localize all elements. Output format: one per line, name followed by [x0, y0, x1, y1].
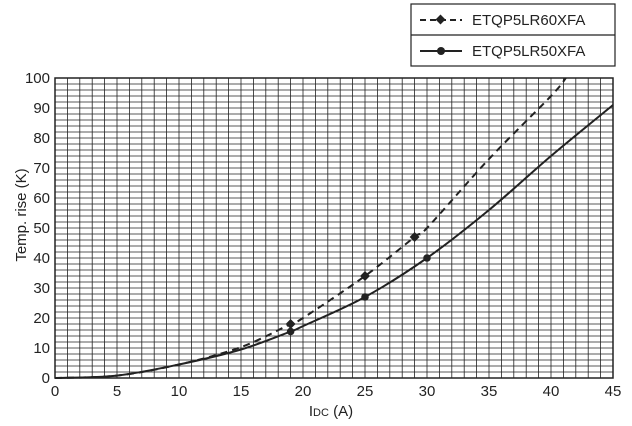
y-tick-label: 60	[33, 190, 50, 207]
y-tick-label: 90	[33, 100, 50, 117]
y-tick-label: 80	[33, 130, 50, 147]
x-tick-label: 30	[419, 383, 436, 400]
x-tick-label: 15	[233, 383, 250, 400]
y-tick-label: 70	[33, 160, 50, 177]
y-tick-labels: 0 10 20 30 40 50 60 70 80 90 100	[25, 70, 50, 387]
x-tick-labels: 0 5 10 15 20 25 30 35 40 45	[51, 383, 622, 400]
y-tick-label: 30	[33, 280, 50, 297]
data-point-etqp5lr60xfa	[285, 319, 296, 329]
x-axis-title-main: I	[309, 403, 313, 420]
data-point-etqp5lr50xfa	[286, 327, 295, 336]
x-axis-title-sub: DC	[313, 407, 329, 419]
x-tick-label: 25	[357, 383, 374, 400]
grid	[54, 77, 614, 379]
series-layer	[54, 77, 614, 379]
x-axis-title: IDC (A)	[309, 403, 353, 420]
x-tick-label: 0	[51, 383, 59, 400]
data-point-etqp5lr60xfa	[360, 271, 370, 281]
y-axis-title: Temp. rise (K)	[13, 168, 30, 261]
x-tick-label: 5	[113, 383, 121, 400]
series-etqp5lr50xfa	[54, 104, 614, 379]
y-tick-label: 40	[33, 250, 50, 267]
plot-frame	[54, 77, 614, 379]
series-line-etqp5lr50xfa	[54, 104, 614, 379]
data-point-etqp5lr50xfa	[361, 293, 369, 301]
y-tick-label: 100	[25, 70, 50, 87]
x-tick-label: 40	[543, 383, 560, 400]
x-tick-label: 20	[295, 383, 312, 400]
x-axis-title-unit: (A)	[329, 403, 353, 420]
x-tick-label: 10	[171, 383, 188, 400]
data-point-etqp5lr50xfa	[423, 254, 431, 262]
legend-label-etqp5lr50xfa: ETQP5LR50XFA	[472, 43, 585, 60]
y-tick-label: 10	[33, 340, 50, 357]
y-tick-label: 0	[42, 370, 50, 387]
y-tick-label: 50	[33, 220, 50, 237]
legend-marker-etqp5lr50xfa	[437, 47, 445, 55]
x-tick-label: 45	[605, 383, 622, 400]
y-tick-label: 20	[33, 310, 50, 327]
legend: ETQP5LR60XFA ETQP5LR50XFA	[410, 3, 616, 67]
data-point-etqp5lr60xfa	[409, 232, 420, 242]
x-tick-label: 35	[481, 383, 498, 400]
legend-label-etqp5lr60xfa: ETQP5LR60XFA	[472, 12, 585, 29]
